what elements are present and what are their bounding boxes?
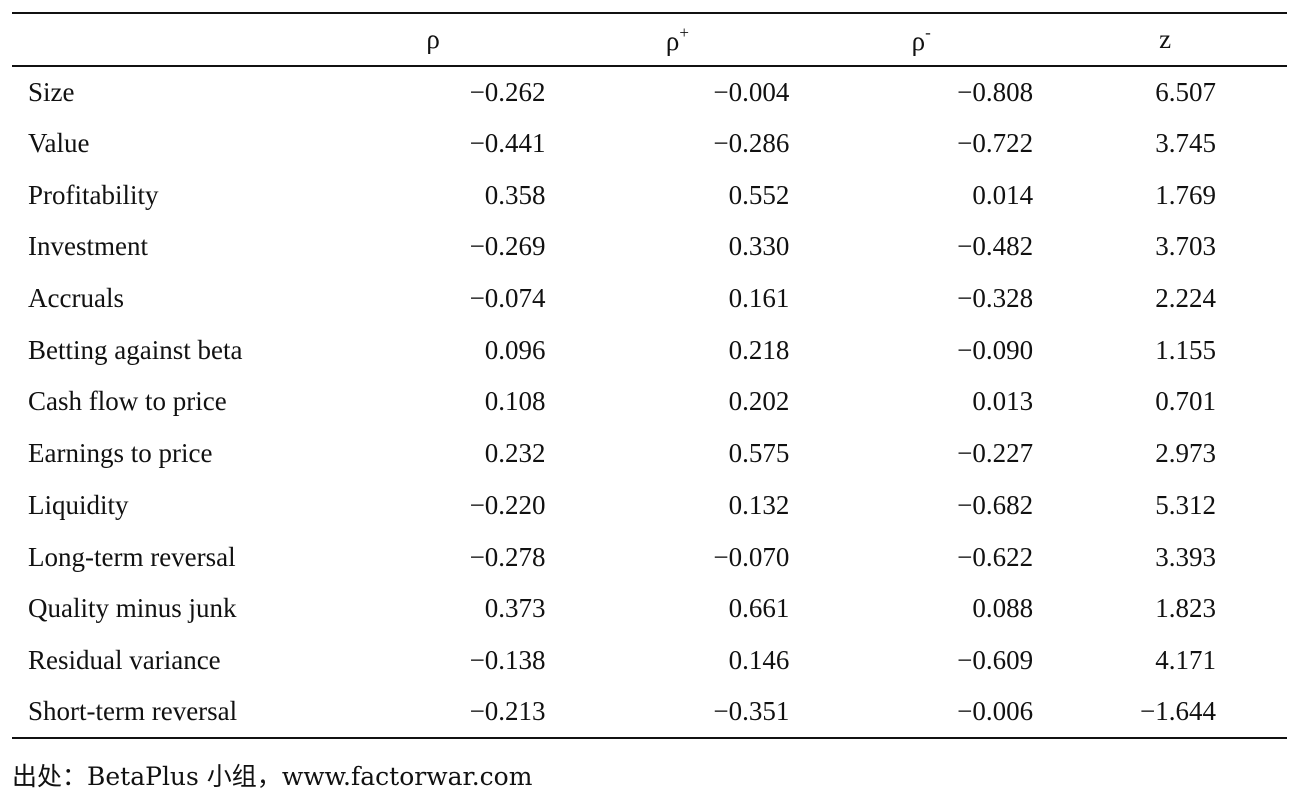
rho-minus-value: −0.328 [957,283,1034,314]
rho-minus-value: −0.622 [957,541,1034,572]
rho-value: 0.232 [484,438,546,469]
table-row: Size −0.262 −0.004 −0.808 6.507 [12,66,1287,118]
rho-value: −0.441 [469,128,546,159]
row-label: Liquidity [28,489,129,520]
row-label: Value [28,128,90,159]
rho-plus-value: 0.552 [728,179,790,210]
rho-value: −0.220 [469,489,546,520]
table-body: Size −0.262 −0.004 −0.808 6.507 Value −0.441 −0… [12,66,1287,738]
rho-minus-value: −0.609 [957,644,1034,675]
table-row: Investment −0.269 0.330 −0.482 3.703 [12,221,1287,273]
z-value: 3.703 [1155,231,1216,262]
header-row: ρ ρ+ ρ- z [12,13,1287,66]
rho-minus-value: −0.482 [957,231,1034,262]
rho-minus-value: −0.227 [957,438,1034,469]
rho-value: 0.096 [484,334,546,365]
row-label: Investment [28,231,148,262]
row-label: Long-term reversal [28,541,236,572]
table-row: Residual variance −0.138 0.146 −0.609 4.171 [12,635,1287,687]
rho-minus-value: 0.013 [972,386,1034,417]
z-value: 1.155 [1155,334,1216,365]
rho-minus-value: −0.722 [957,128,1034,159]
z-value: 0.701 [1155,386,1216,417]
table-row: Value −0.441 −0.286 −0.722 3.745 [12,118,1287,170]
row-label: Betting against beta [28,334,243,365]
rho-minus-value: −0.090 [957,334,1034,365]
rho-minus-value: 0.014 [972,179,1034,210]
z-value: 2.224 [1155,283,1216,314]
rho-plus-value: 0.330 [728,231,790,262]
row-label: Residual variance [28,644,221,675]
table-row: Accruals −0.074 0.161 −0.328 2.224 [12,273,1287,325]
z-value: 3.745 [1155,128,1216,159]
rho-plus-value: 0.161 [728,283,790,314]
rho-value: −0.074 [469,283,546,314]
header-cell-rho-minus: ρ- [799,13,1043,66]
rho-plus-value: −0.070 [713,541,790,572]
header-base: ρ [426,24,440,54]
rho-value: 0.108 [484,386,546,417]
header-superscript: + [679,22,689,42]
rho-value: −0.138 [469,644,546,675]
rho-minus-value: −0.808 [957,76,1034,107]
table-header: ρ ρ+ ρ- z [12,13,1287,66]
row-label: Size [28,76,75,107]
rho-plus-value: 0.146 [728,644,790,675]
row-label: Quality minus junk [28,593,237,624]
z-value: 6.507 [1155,76,1216,107]
table-row: Liquidity −0.220 0.132 −0.682 5.312 [12,480,1287,532]
factor-table-container: ρ ρ+ ρ- z Size −0.262 −0.004 −0.808 6.507 Val… [12,12,1287,739]
table-row: Short-term reversal −0.213 −0.351 −0.006 −1.… [12,686,1287,738]
z-value: 5.312 [1155,489,1216,520]
header-superscript: - [925,22,931,42]
header-cell-empty [12,13,311,66]
row-label: Profitability [28,179,159,210]
row-label: Accruals [28,283,124,314]
table-row: Quality minus junk 0.373 0.661 0.088 1.823 [12,583,1287,635]
rho-plus-value: −0.351 [713,696,790,727]
rho-plus-value: 0.132 [728,489,790,520]
rho-minus-value: −0.006 [957,696,1034,727]
rho-plus-value: 0.661 [728,593,790,624]
header-cell-rho: ρ [311,13,556,66]
table-row: Cash flow to price 0.108 0.202 0.013 0.701 [12,376,1287,428]
header-base: ρ [665,25,680,56]
z-value: 4.171 [1155,644,1216,675]
rho-minus-value: −0.682 [957,489,1034,520]
source-note: 出处：BetaPlus 小组，www.factorwar.com [12,762,533,791]
rho-plus-value: −0.286 [713,128,790,159]
header-cell-z: z [1043,13,1287,66]
header-base: z [1159,24,1172,54]
rho-value: −0.278 [469,541,546,572]
table-row: Long-term reversal −0.278 −0.070 −0.622 3.39… [12,531,1287,583]
row-label: Short-term reversal [28,696,238,727]
z-value: −1.644 [1140,696,1216,727]
rho-value: 0.358 [484,179,546,210]
rho-minus-value: 0.088 [972,593,1034,624]
rho-plus-value: 0.218 [728,334,790,365]
factor-correlation-table: ρ ρ+ ρ- z Size −0.262 −0.004 −0.808 6.507 Val… [12,12,1287,739]
z-value: 2.973 [1155,438,1216,469]
table-row: Betting against beta 0.096 0.218 −0.090 1.15… [12,324,1287,376]
rho-plus-value: −0.004 [713,76,790,107]
z-value: 1.769 [1155,179,1216,210]
table-row: Profitability 0.358 0.552 0.014 1.769 [12,169,1287,221]
rho-value: −0.213 [469,696,546,727]
rho-value: −0.269 [469,231,546,262]
table-row: Earnings to price 0.232 0.575 −0.227 2.973 [12,428,1287,480]
rho-plus-value: 0.202 [728,386,790,417]
rho-value: 0.373 [484,593,546,624]
z-value: 1.823 [1155,593,1216,624]
row-label: Earnings to price [28,438,213,469]
header-cell-rho-plus: ρ+ [556,13,800,66]
z-value: 3.393 [1155,541,1216,572]
header-base: ρ [911,25,926,56]
rho-value: −0.262 [469,76,546,107]
rho-plus-value: 0.575 [728,438,790,469]
row-label: Cash flow to price [28,386,227,417]
